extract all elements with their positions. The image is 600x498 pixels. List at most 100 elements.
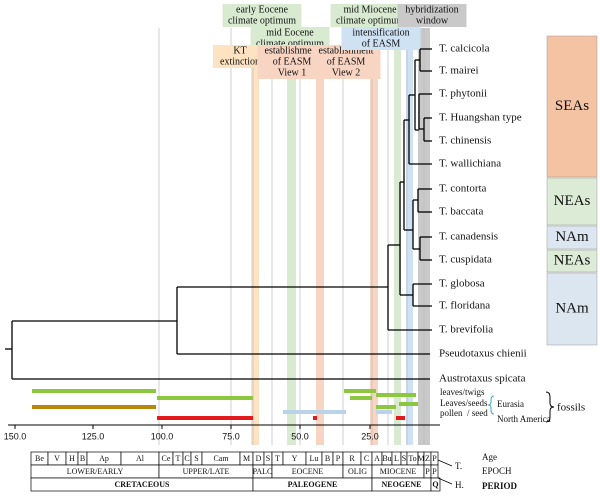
timescale-label: To — [408, 454, 416, 463]
region-box — [546, 35, 598, 178]
timescale-cell — [430, 477, 441, 492]
region-label: NEAs — [554, 252, 591, 268]
row-label: PERIOD — [482, 481, 518, 491]
annotation-text: establishment — [319, 45, 374, 56]
timescale-label: C — [364, 454, 369, 463]
time-band — [406, 28, 413, 445]
axis-tick-label: 100.0 — [151, 431, 174, 441]
region-label: SEAs — [555, 98, 589, 114]
time-band — [370, 28, 378, 445]
marker-arrow — [437, 477, 453, 485]
timescale-label: Y — [292, 454, 298, 463]
timescale-label: V — [54, 454, 60, 463]
axis-tick-label: 125.0 — [82, 431, 105, 441]
timescale-label: P — [432, 454, 437, 463]
timescale-label: H — [69, 454, 75, 463]
annotation-text: mid Eocene — [266, 27, 314, 38]
legend-text: fossils — [557, 402, 585, 414]
annotation-text: climate optimum — [228, 15, 296, 26]
annotation-text: of EASM — [273, 56, 312, 67]
timescale-label: Q — [432, 480, 438, 489]
timescale-label: P — [425, 467, 430, 476]
timescale-label: EOCENE — [292, 467, 324, 476]
tip-label: T. globosa — [439, 278, 485, 290]
marker-label: T. — [455, 461, 462, 471]
timescale-label: Bu — [382, 454, 391, 463]
timescale-label: P — [432, 467, 437, 476]
timescale-label: UPPER/LATE — [183, 467, 230, 476]
annotation-text: climate optimum — [256, 38, 324, 49]
annotation-text: intensification — [352, 27, 409, 38]
timescale-label: Lu — [310, 454, 319, 463]
annotation-text: climate optimum — [336, 15, 404, 26]
tip-label: T. canadensis — [439, 231, 498, 243]
axis-tick-label: 150.0 — [4, 431, 27, 441]
annotation-bg — [397, 4, 467, 27]
annotation-bg — [213, 45, 267, 68]
timescale-label: PALEOGENE — [288, 480, 338, 489]
tip-label: T. brevifolia — [439, 324, 493, 336]
timescale-label: Ap — [99, 454, 109, 463]
time-band — [251, 28, 259, 445]
timescale-label: PALC — [253, 467, 273, 476]
axis-tick-label: 75.0 — [222, 431, 240, 441]
annotation-text: hybridization — [405, 4, 458, 15]
timescale-label: L — [394, 454, 399, 463]
marker-arrow — [437, 459, 453, 467]
region-box — [546, 177, 598, 226]
region-label: NEAs — [554, 193, 591, 209]
timescale-label: Al — [136, 454, 145, 463]
region-box — [546, 272, 598, 346]
tip-label: T. contorta — [439, 183, 487, 195]
timescale-label: T — [275, 454, 280, 463]
timescale-label: Z — [425, 454, 430, 463]
timescale-label: B — [80, 454, 85, 463]
timescale-label: T — [176, 454, 181, 463]
axis-tick-label: 25.0 — [361, 431, 379, 441]
timescale-label: D — [256, 454, 262, 463]
time-band — [316, 28, 324, 445]
timescale-label: B — [325, 454, 330, 463]
timescale-label: CRETACEOUS — [115, 480, 171, 489]
timescale-label: Be — [35, 454, 44, 463]
tip-label: T. wallichiana — [439, 158, 501, 170]
marker-label: H. — [455, 480, 464, 490]
tip-label: T. cuspidata — [439, 254, 492, 266]
tip-label: T. chinensis — [439, 135, 491, 147]
annotation-text: window — [416, 15, 449, 26]
annotation-text: of EASM — [362, 38, 401, 49]
tip-label: T. baccata — [439, 206, 483, 218]
timescale-label: R — [349, 454, 355, 463]
region-box — [546, 225, 598, 250]
timescale-label: S — [194, 454, 198, 463]
legend-text: / seed — [467, 408, 488, 418]
timescale-label: OLIG — [348, 467, 367, 476]
row-label: EPOCH — [482, 466, 512, 476]
timescale-label: A — [374, 454, 380, 463]
region-box — [546, 249, 598, 273]
annotation-text: extinction — [220, 56, 260, 67]
timescale-label: C — [184, 454, 189, 463]
timescale-label: Ce — [162, 454, 171, 463]
annotation-text: mid Miocene — [343, 4, 397, 15]
timescale-label: M — [243, 454, 250, 463]
annotation-text: early Eocene — [236, 4, 288, 15]
timescale-label: MIOCENE — [380, 467, 417, 476]
annotation-bg — [311, 45, 381, 79]
timescale-label: LOWER/EARLY — [67, 467, 124, 476]
legend-text: pollen — [440, 408, 463, 418]
annotation-text: View 1 — [278, 67, 307, 78]
legend-text: North America — [497, 414, 551, 424]
time-band — [287, 28, 296, 445]
tip-label: Pseudotaxus chienii — [439, 348, 527, 360]
timescale-label: Cam — [213, 454, 229, 463]
tip-label: Austrotaxus spicata — [439, 373, 526, 385]
region-label: NAm — [555, 229, 589, 245]
tip-label: T. phytonii — [439, 88, 487, 100]
tip-label: T. calcicola — [439, 43, 490, 55]
legend-text: Eurasia — [497, 399, 524, 409]
annotation-bg — [330, 4, 410, 27]
time-band — [394, 28, 401, 445]
timescale-label: P — [336, 454, 341, 463]
